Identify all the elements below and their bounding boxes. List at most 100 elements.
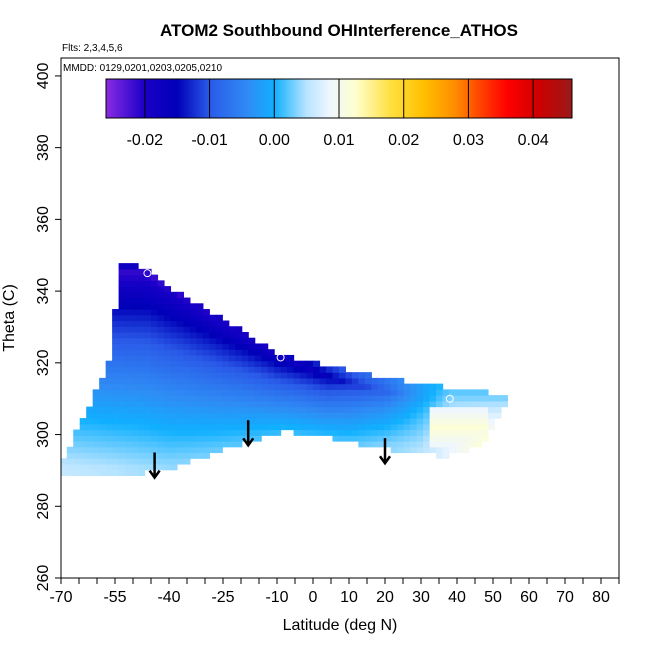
heatmap-cell (170, 400, 178, 408)
heatmap-cell (73, 463, 81, 471)
heatmap-cell (215, 412, 223, 419)
heatmap-cell (345, 418, 353, 425)
heatmap-cell (313, 372, 321, 379)
heatmap-cell (475, 429, 483, 436)
heatmap-cell (429, 423, 437, 431)
heatmap-cell (455, 435, 463, 442)
heatmap-cell (241, 349, 249, 356)
heatmap-cell (332, 372, 340, 379)
heatmap-cell (241, 366, 249, 373)
heatmap-cell (319, 400, 327, 408)
heatmap-cell (157, 314, 165, 322)
heatmap-cell (112, 463, 120, 471)
heatmap-cell (300, 360, 308, 368)
heatmap-cell (332, 412, 340, 419)
x-axis: -70 -55 -40 -25 -10 0 10 20 30 40 50 60 70 80 (49, 578, 620, 606)
heatmap-cell (99, 377, 107, 385)
heatmap-cell (384, 418, 392, 425)
down-arrow (378, 438, 392, 466)
heatmap-cell (144, 429, 152, 436)
heatmap-cell (196, 303, 204, 310)
heatmap-cell (189, 429, 197, 436)
heatmap-cell (138, 383, 146, 390)
heatmap-cell (377, 418, 385, 425)
heatmap-cell (92, 412, 100, 419)
heatmap-cell (248, 366, 256, 373)
heatmap-cell (202, 383, 210, 390)
heatmap-cell (241, 360, 249, 368)
heatmap-cell (131, 469, 139, 477)
heatmap-cell (176, 446, 184, 454)
heatmap-cell (364, 412, 372, 419)
heatmap-cell (105, 383, 113, 390)
heatmap-cell (144, 320, 152, 327)
colorbar-tick-label: 0.01 (323, 132, 354, 149)
heatmap-cell (138, 303, 146, 310)
heatmap-cell (202, 446, 210, 454)
heatmap-cell (468, 435, 476, 442)
heatmap-cell (449, 395, 457, 402)
heatmap-cell (215, 349, 223, 356)
heatmap-cell (287, 412, 295, 419)
heatmap-cell (112, 360, 120, 368)
heatmap-cell (332, 406, 340, 413)
heatmap-cell (235, 423, 243, 431)
heatmap-cell (138, 412, 146, 419)
heatmap-cell (293, 423, 301, 431)
heatmap-cell (105, 458, 113, 465)
heatmap-cell (157, 280, 165, 287)
heatmap-cell (475, 435, 483, 442)
heatmap-cell (287, 418, 295, 425)
heatmap-cell (235, 429, 243, 436)
heatmap-cell (144, 441, 152, 448)
heatmap-cell (293, 395, 301, 402)
heatmap-cell (138, 366, 146, 373)
heatmap-cell (202, 435, 210, 442)
heatmap-cell (86, 458, 94, 465)
heatmap-cell (248, 377, 256, 385)
heatmap-cell (112, 337, 120, 345)
plot-frame (60, 57, 620, 579)
heatmap-cell (66, 452, 74, 459)
heatmap-cell (235, 418, 243, 425)
heatmap-cell (183, 343, 191, 350)
heatmap-cell (274, 412, 282, 419)
heatmap-cell (118, 412, 126, 419)
heatmap-cell (228, 395, 236, 402)
heatmap-cell (449, 418, 457, 425)
heatmap-cell (364, 441, 372, 448)
heatmap-cell (131, 389, 139, 396)
heatmap-cell (209, 377, 217, 385)
dates-label: MMDD: 0129,0201,0203,0205,0210 (63, 63, 222, 74)
down-arrow (242, 420, 255, 448)
heatmap-cell (364, 395, 372, 402)
heatmap-cell (189, 395, 197, 402)
heatmap-cell (112, 331, 120, 339)
heatmap-cell (332, 383, 340, 390)
heatmap-cell (157, 412, 165, 419)
heatmap-cell (345, 429, 353, 436)
heatmap-cell (429, 395, 437, 402)
heatmap-cell (170, 303, 178, 310)
heatmap-cell (358, 441, 366, 448)
heatmap-cell (118, 429, 126, 436)
heatmap-cell (371, 429, 379, 436)
heatmap-cell (345, 423, 353, 431)
heatmap-cell (390, 418, 398, 425)
heatmap-cell (351, 406, 359, 413)
heatmap-cell (125, 349, 133, 356)
heatmap-cell (436, 389, 444, 396)
heatmap-cell (125, 389, 133, 396)
heatmap-cell (118, 395, 126, 402)
heatmap-cell (176, 354, 184, 362)
heatmap-cell (105, 446, 113, 454)
heatmap-cell (313, 400, 321, 408)
heatmap-cell (196, 383, 204, 390)
heatmap-cell (293, 360, 301, 368)
heatmap-cell (189, 303, 197, 310)
heatmap-cell (151, 441, 159, 448)
heatmap-cell (481, 423, 489, 431)
heatmap-cell (215, 395, 223, 402)
heatmap-cell (300, 395, 308, 402)
heatmap-cell (138, 389, 146, 396)
